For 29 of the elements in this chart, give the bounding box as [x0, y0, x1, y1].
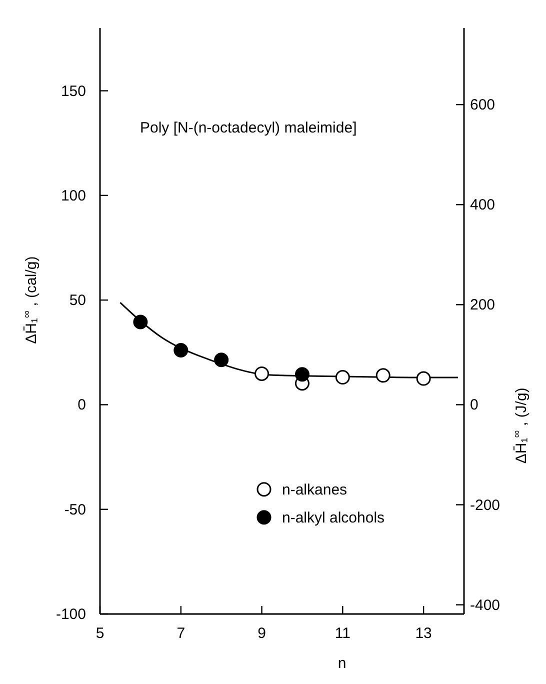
y-tick-label: -100 — [56, 606, 86, 623]
y2-tick-label: 400 — [470, 196, 496, 214]
x-axis-title: n — [338, 655, 346, 672]
point — [294, 367, 310, 382]
y2-tick-label: 200 — [470, 296, 496, 314]
y2-tick-label: 600 — [470, 96, 496, 114]
y-tick-label: 0 — [78, 396, 86, 414]
point — [214, 352, 229, 368]
y-tick-label: -50 — [64, 501, 86, 518]
point — [335, 370, 350, 385]
x-tick-label: 11 — [334, 625, 350, 642]
text: Poly [N-(n-octadecyl) maleimide] — [140, 120, 357, 137]
y2-tick-label: 0 — [470, 396, 478, 414]
point — [416, 371, 431, 386]
x-tick-label: 5 — [96, 625, 104, 642]
y2-tick-label: -200 — [470, 496, 500, 514]
y-tick-label: 100 — [60, 187, 86, 204]
x-tick-label: 9 — [258, 625, 266, 642]
point — [174, 343, 188, 358]
x-tick-label: 13 — [415, 625, 432, 642]
point — [254, 366, 270, 381]
legend-label: n-alkanes — [282, 481, 348, 498]
legend-label: n-alkyl alcohols — [282, 509, 385, 526]
y-tick-label: 50 — [69, 292, 86, 310]
point — [376, 368, 390, 383]
y2-tick-label: -400 — [470, 596, 500, 614]
y-tick-label: 150 — [60, 82, 86, 100]
point — [133, 314, 148, 330]
x-tick-label: 7 — [176, 625, 186, 642]
